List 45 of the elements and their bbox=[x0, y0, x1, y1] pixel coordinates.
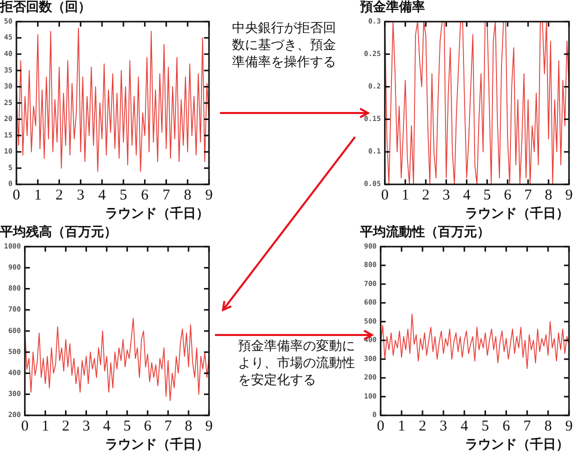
x-tick-label: 3 bbox=[82, 418, 90, 434]
x-axis-title: ラウンド（千日） bbox=[105, 206, 209, 222]
x-tick-label: 7 bbox=[162, 187, 170, 204]
text: 預金準備率の変動により、市場の流動性を安定化する bbox=[238, 338, 356, 389]
text: 中央銀行が拒否回数に基づき、預金準備率を操作する bbox=[232, 20, 337, 71]
x-tick-label: 4 bbox=[98, 187, 106, 204]
x-tick-label: 2 bbox=[62, 418, 70, 434]
x-tick-label: 6 bbox=[504, 187, 512, 204]
x-tick-label: 5 bbox=[123, 418, 131, 434]
x-tick-label: 1 bbox=[402, 187, 410, 204]
chart-title: 平均流動性（百万元） bbox=[359, 224, 490, 240]
x-tick-label: 5 bbox=[120, 187, 128, 204]
x-tick-label: 7 bbox=[523, 418, 532, 434]
x-tick-label: 9 bbox=[205, 418, 213, 434]
x-tick-label: 8 bbox=[184, 187, 192, 204]
x-tick-label: 3 bbox=[440, 418, 448, 434]
x-tick-label: 2 bbox=[418, 418, 426, 434]
x-tick-label: 7 bbox=[164, 418, 172, 434]
x-axis-title: ラウンド（千日） bbox=[105, 436, 209, 453]
x-tick-label: 3 bbox=[442, 187, 450, 204]
x-tick-label: 3 bbox=[76, 187, 84, 204]
x-tick-label: 6 bbox=[502, 418, 510, 434]
x-tick-label: 6 bbox=[144, 418, 152, 434]
x-axis-title: ラウンド（千日） bbox=[465, 436, 569, 453]
x-tick-label: 1 bbox=[42, 418, 50, 434]
x-tick-label: 8 bbox=[184, 418, 192, 434]
x-tick-label: 9 bbox=[565, 418, 573, 434]
x-tick-label: 6 bbox=[141, 187, 150, 204]
x-axis-title: ラウンド（千日） bbox=[465, 206, 569, 222]
x-tick-label: 4 bbox=[460, 418, 469, 434]
x-tick-label: 9 bbox=[565, 187, 573, 204]
chart-title: 平均残高（百万元） bbox=[0, 224, 117, 240]
x-tick-label: 5 bbox=[482, 418, 490, 434]
x-tick-label: 7 bbox=[524, 187, 532, 204]
x-tick-label: 1 bbox=[398, 418, 406, 434]
x-tick-label: 4 bbox=[102, 418, 111, 434]
x-tick-label: 4 bbox=[462, 187, 471, 204]
x-tick-label: 1 bbox=[34, 187, 42, 204]
x-tick-label: 8 bbox=[544, 187, 552, 204]
x-tick-label: 9 bbox=[205, 187, 213, 204]
x-tick-label: 2 bbox=[422, 187, 430, 204]
x-tick-label: 8 bbox=[544, 418, 552, 434]
x-tick-label: 5 bbox=[483, 187, 491, 204]
chart-title: 預金準備率 bbox=[359, 0, 425, 16]
x-tick-label: 2 bbox=[55, 187, 63, 204]
